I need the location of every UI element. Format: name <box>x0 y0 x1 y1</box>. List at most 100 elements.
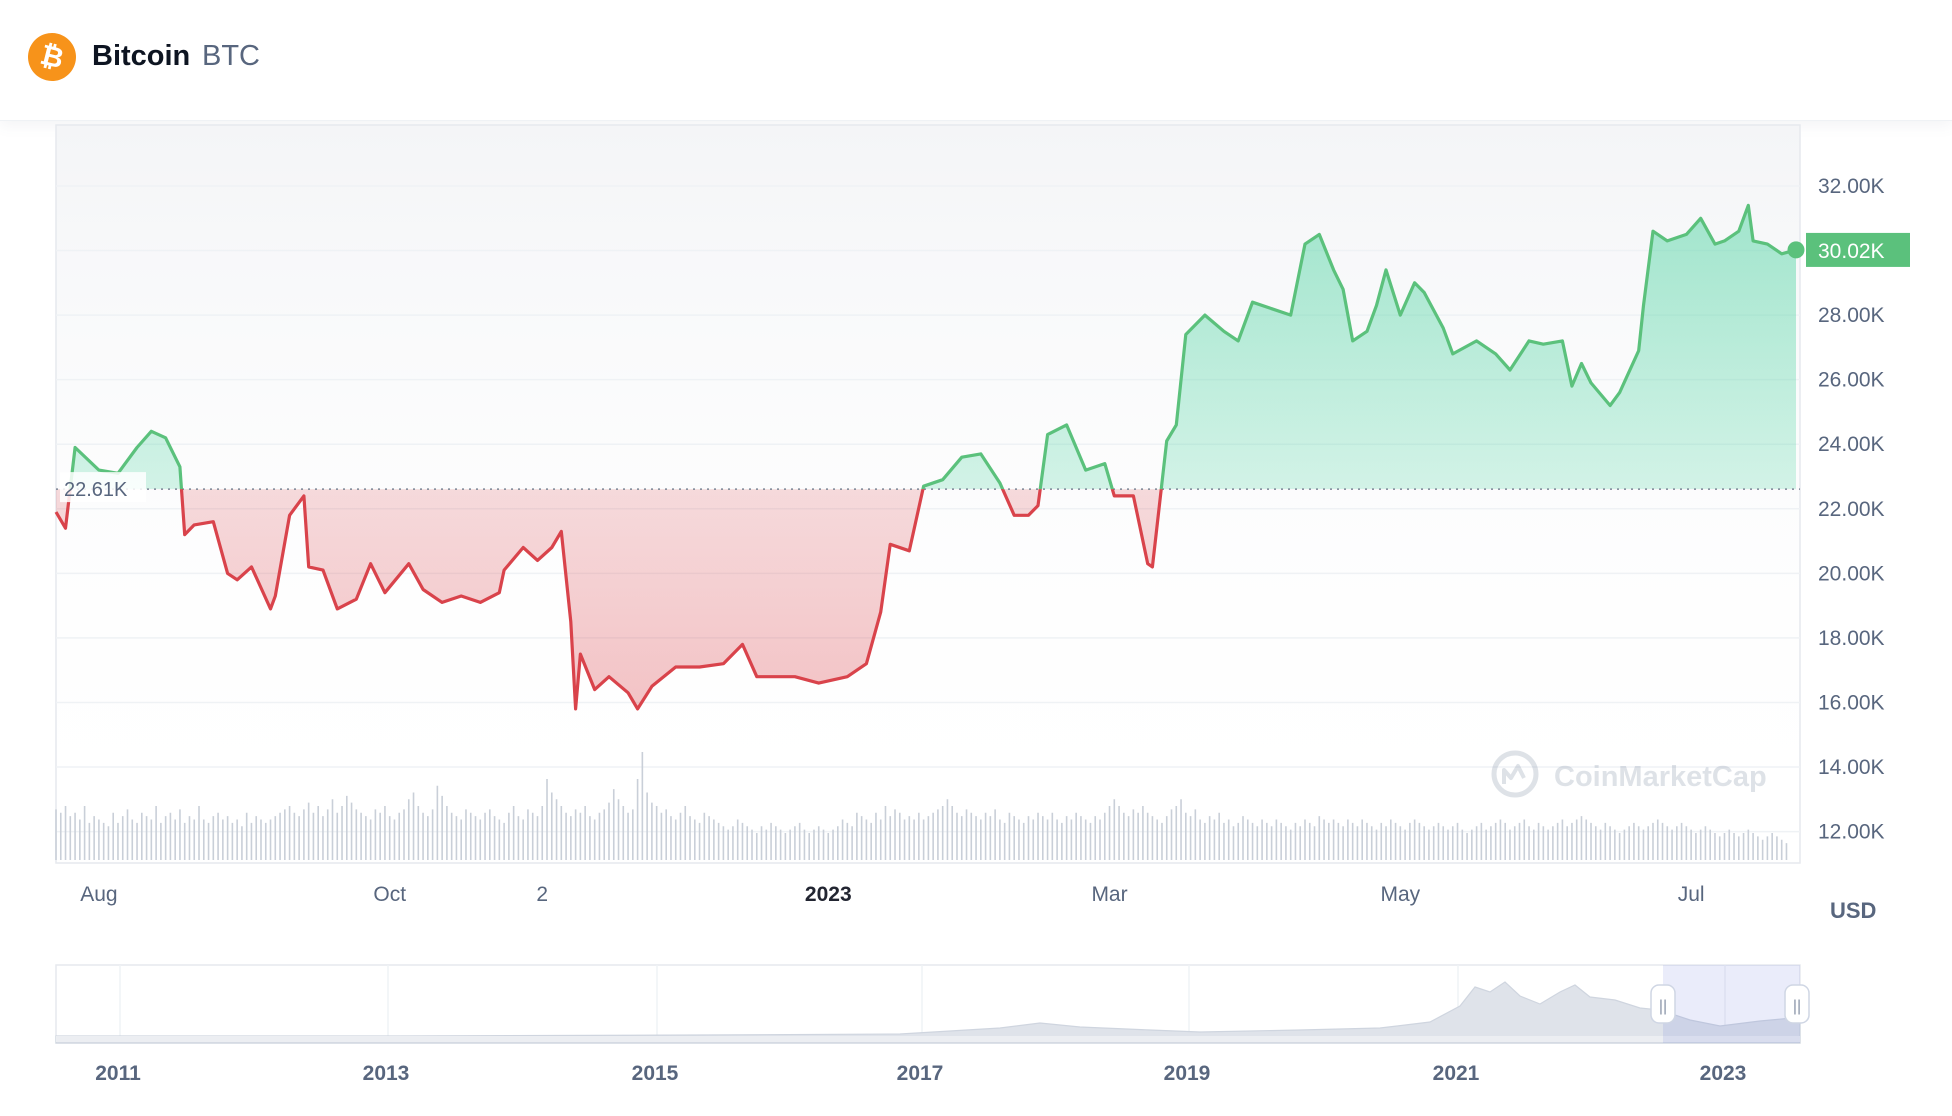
volume-bar <box>1585 819 1588 860</box>
volume-bar <box>360 812 362 860</box>
volume-bar <box>322 816 324 860</box>
volume-bar <box>550 792 553 860</box>
volume-bar <box>536 816 539 860</box>
volume-bar <box>941 806 944 860</box>
volume-bar <box>574 809 577 860</box>
volume-bar <box>1461 829 1464 860</box>
y-tick-label: 32.00K <box>1818 175 1885 198</box>
volume-bar <box>927 816 930 860</box>
reference-label: 22.61K <box>64 479 128 501</box>
volume-bar <box>1337 822 1340 860</box>
volume-bar <box>1552 826 1554 860</box>
volume-bar <box>808 833 811 860</box>
volume-bar <box>608 802 610 860</box>
volume-bar <box>670 816 672 860</box>
volume-bar <box>193 819 196 860</box>
volume-bar <box>1251 822 1254 860</box>
volume-bar <box>760 826 763 860</box>
volume-bar <box>1323 819 1325 860</box>
volume-bar <box>1423 826 1425 860</box>
volume-bar <box>1380 822 1383 860</box>
volume-bar <box>622 806 625 860</box>
volume-bar <box>307 802 310 860</box>
volume-bar <box>1742 833 1745 860</box>
volume-bar <box>269 819 272 860</box>
volume-bar <box>489 809 491 860</box>
volume-bar <box>98 819 100 860</box>
x-tick-label: 2023 <box>805 883 852 906</box>
volume-bar <box>1723 833 1726 860</box>
volume-bar <box>1456 822 1459 860</box>
volume-bar <box>1227 819 1230 860</box>
volume-bar <box>1156 819 1159 860</box>
volume-bar <box>1676 826 1678 860</box>
volume-bar <box>908 816 911 860</box>
volume-bar <box>1580 816 1583 860</box>
volume-bar <box>1356 826 1359 860</box>
volume-bar <box>317 806 319 860</box>
volume-bar <box>326 809 329 860</box>
volume-bar <box>751 829 753 860</box>
last-price-label: 30.02K <box>1818 240 1885 263</box>
volume-bar <box>93 816 95 860</box>
volume-bar <box>136 822 138 860</box>
volume-bar <box>1547 829 1549 860</box>
navigator-year-label: 2013 <box>363 1062 410 1085</box>
asset-name: Bitcoin <box>92 40 191 72</box>
volume-bar <box>965 809 968 860</box>
volume-bar <box>755 833 758 860</box>
volume-bar <box>160 822 162 860</box>
volume-bar <box>1437 822 1440 860</box>
volume-bar <box>932 812 934 860</box>
volume-bar <box>984 812 987 860</box>
volume-bar <box>1404 829 1406 860</box>
x-tick-label: Oct <box>373 883 406 906</box>
volume-bar <box>1394 822 1397 860</box>
price-line-up <box>68 203 1797 490</box>
volume-bar <box>903 819 906 860</box>
y-tick-label: 20.00K <box>1818 562 1885 585</box>
volume-bar <box>1566 826 1568 860</box>
volume-bar <box>1699 829 1702 860</box>
volume-bar <box>1475 826 1478 860</box>
volume-bar <box>1328 822 1330 860</box>
volume-bar <box>1490 826 1492 860</box>
volume-bar <box>169 812 172 860</box>
volume-bar <box>279 812 281 860</box>
volume-bar <box>1280 822 1282 860</box>
volume-bar <box>179 809 181 860</box>
volume-bar <box>1003 822 1006 860</box>
volume-bar <box>684 806 687 860</box>
volume-bar <box>860 816 863 860</box>
y-tick-label: 18.00K <box>1818 627 1885 650</box>
volume-bar <box>1180 799 1182 860</box>
volume-bar <box>951 806 954 860</box>
volume-bar <box>1623 829 1626 860</box>
volume-bar <box>369 819 372 860</box>
volume-bar <box>1447 829 1449 860</box>
volume-bar <box>865 819 868 860</box>
volume-bar <box>789 829 791 860</box>
volume-bar <box>946 799 949 860</box>
volume-bar <box>1704 826 1707 860</box>
volume-bar <box>517 816 520 860</box>
volume-bar <box>288 806 291 860</box>
volume-bar <box>1609 826 1611 860</box>
navigator-handle-left[interactable]: || <box>1650 984 1676 1024</box>
volume-bar <box>841 819 844 860</box>
volume-bar <box>422 812 424 860</box>
volume-bar <box>1142 806 1144 860</box>
volume-bar <box>589 816 591 860</box>
volume-bar <box>1080 816 1082 860</box>
volume-bar <box>1523 819 1526 860</box>
volume-bar <box>117 822 119 860</box>
volume-bar <box>83 806 86 860</box>
volume-bar <box>1556 822 1559 860</box>
volume-bar <box>164 816 167 860</box>
volume-bar <box>665 809 667 860</box>
volume-bar <box>1752 833 1754 860</box>
navigator-handle-right[interactable]: || <box>1784 984 1810 1024</box>
volume-bar <box>679 812 682 860</box>
currency-label: USD <box>1830 898 1876 923</box>
